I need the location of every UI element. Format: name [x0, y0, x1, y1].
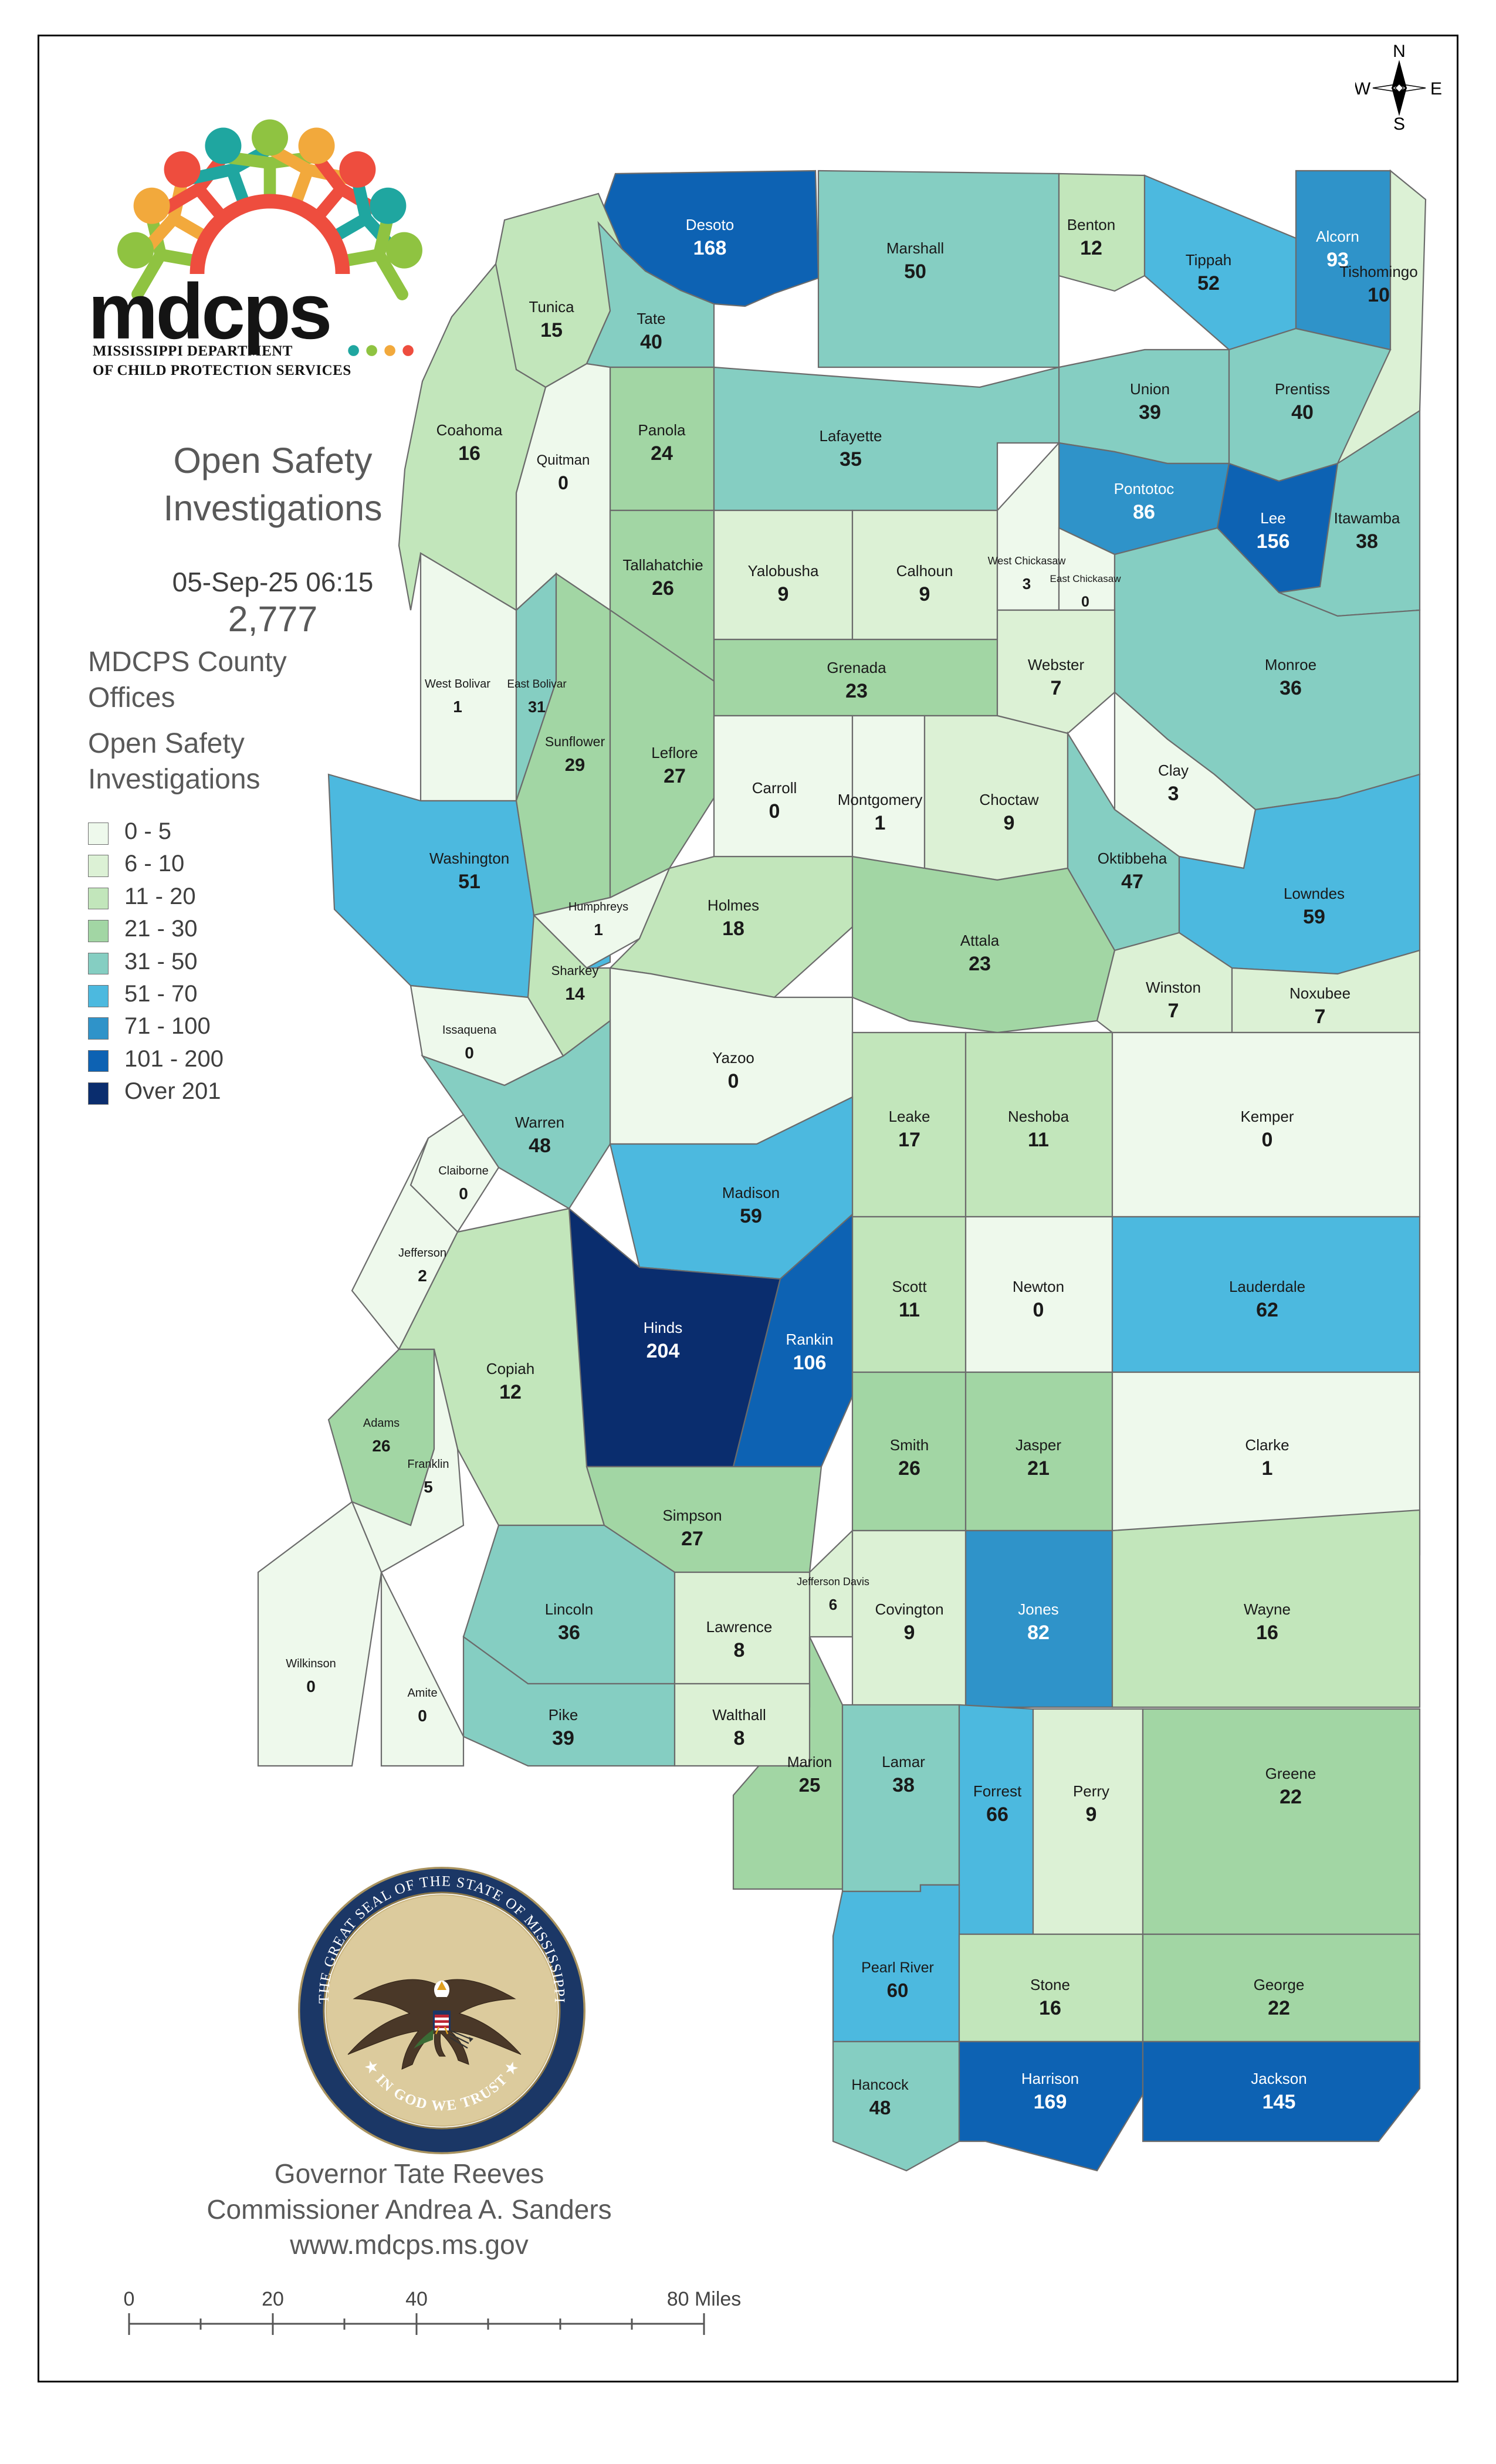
svg-text:W: W — [1355, 79, 1371, 99]
svg-text:0: 0 — [124, 2288, 135, 2310]
svg-text:80 Miles: 80 Miles — [667, 2288, 742, 2310]
svg-text:E: E — [1430, 79, 1442, 99]
svg-text:20: 20 — [262, 2288, 284, 2310]
svg-text:N: N — [1393, 44, 1406, 61]
svg-text:40: 40 — [405, 2288, 428, 2310]
svg-text:S: S — [1393, 114, 1405, 132]
